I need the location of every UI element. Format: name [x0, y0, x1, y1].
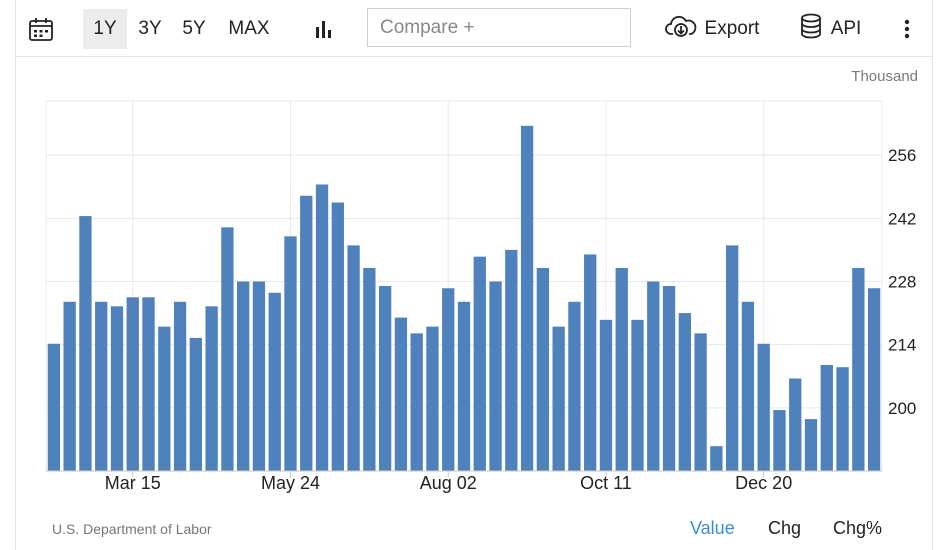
bar	[237, 281, 250, 471]
y-tick-label: 242	[888, 209, 916, 228]
bar	[442, 288, 455, 471]
bar	[725, 245, 739, 471]
bar	[489, 281, 502, 471]
bar	[457, 301, 471, 471]
bar	[584, 254, 597, 471]
bar	[173, 301, 187, 471]
bar	[284, 236, 297, 471]
bar	[315, 184, 329, 471]
bar	[852, 267, 865, 471]
calendar-icon[interactable]	[27, 14, 55, 44]
x-tick-label: Oct 11	[580, 473, 632, 493]
bar	[804, 419, 818, 471]
bar	[331, 202, 344, 471]
export-label: Export	[704, 18, 760, 39]
bar	[394, 317, 408, 471]
bar	[363, 267, 376, 471]
mode-chgpct-tab[interactable]: Chg%	[833, 518, 883, 538]
compare-input[interactable]	[367, 8, 631, 47]
x-tick-label: May 24	[261, 473, 320, 493]
bar	[158, 326, 171, 471]
bar	[678, 313, 691, 471]
bar	[867, 288, 881, 471]
range-max-button[interactable]: MAX	[228, 18, 270, 39]
bar	[268, 292, 281, 471]
toolbar: 1Y 3Y 5Y MAX Export API	[0, 0, 941, 57]
database-icon	[799, 13, 823, 45]
cloud-download-icon	[664, 14, 697, 44]
bar	[142, 297, 155, 471]
bar	[520, 125, 534, 471]
bar	[647, 281, 660, 471]
bar	[300, 195, 313, 471]
bar	[347, 245, 360, 471]
api-label: API	[830, 18, 862, 39]
bar	[410, 333, 423, 471]
range-5y-button[interactable]: 5Y	[182, 18, 206, 39]
bar	[820, 364, 833, 471]
y-tick-label: 228	[888, 272, 916, 291]
widget-frame	[15, 0, 933, 550]
bar	[568, 301, 581, 471]
api-button[interactable]: API	[792, 9, 868, 49]
toolbar-divider	[15, 56, 933, 57]
bar	[773, 410, 786, 471]
range-1y-button[interactable]: 1Y	[83, 9, 127, 49]
bar	[378, 286, 392, 471]
bar	[95, 301, 108, 471]
bar	[221, 227, 234, 471]
bar	[694, 333, 707, 471]
y-tick-label: 256	[888, 146, 916, 165]
range-3y-button[interactable]: 3Y	[138, 18, 162, 39]
bar	[426, 326, 439, 471]
unit-label: Thousand	[851, 68, 918, 85]
bar	[599, 319, 613, 471]
more-vertical-icon[interactable]	[896, 12, 918, 46]
bar	[741, 301, 755, 471]
x-tick-label: Aug 02	[420, 473, 477, 493]
bar	[615, 267, 628, 471]
y-tick-label: 200	[888, 399, 916, 418]
bar	[47, 343, 61, 471]
bar	[505, 249, 518, 471]
bar	[63, 301, 76, 471]
bar	[757, 343, 770, 471]
bar	[631, 319, 644, 471]
x-tick-label: Dec 20	[735, 473, 792, 493]
bar	[126, 297, 139, 471]
bar	[252, 281, 266, 471]
bar	[789, 378, 802, 471]
bar-chart-icon[interactable]	[308, 14, 338, 44]
bar	[473, 256, 486, 471]
export-button[interactable]: Export	[657, 9, 767, 49]
bar	[79, 216, 92, 471]
bar	[552, 326, 565, 471]
bar	[710, 446, 723, 471]
bar	[536, 267, 550, 471]
mode-value-tab[interactable]: Value	[690, 518, 735, 538]
bar	[205, 306, 218, 471]
bar	[836, 367, 849, 471]
bar	[662, 286, 676, 471]
bar	[110, 306, 124, 471]
y-tick-label: 214	[888, 336, 916, 355]
source-label: U.S. Department of Labor	[52, 521, 212, 537]
x-tick-label: Mar 15	[105, 473, 161, 493]
mode-chg-tab[interactable]: Chg	[768, 518, 802, 538]
bar	[189, 337, 203, 471]
